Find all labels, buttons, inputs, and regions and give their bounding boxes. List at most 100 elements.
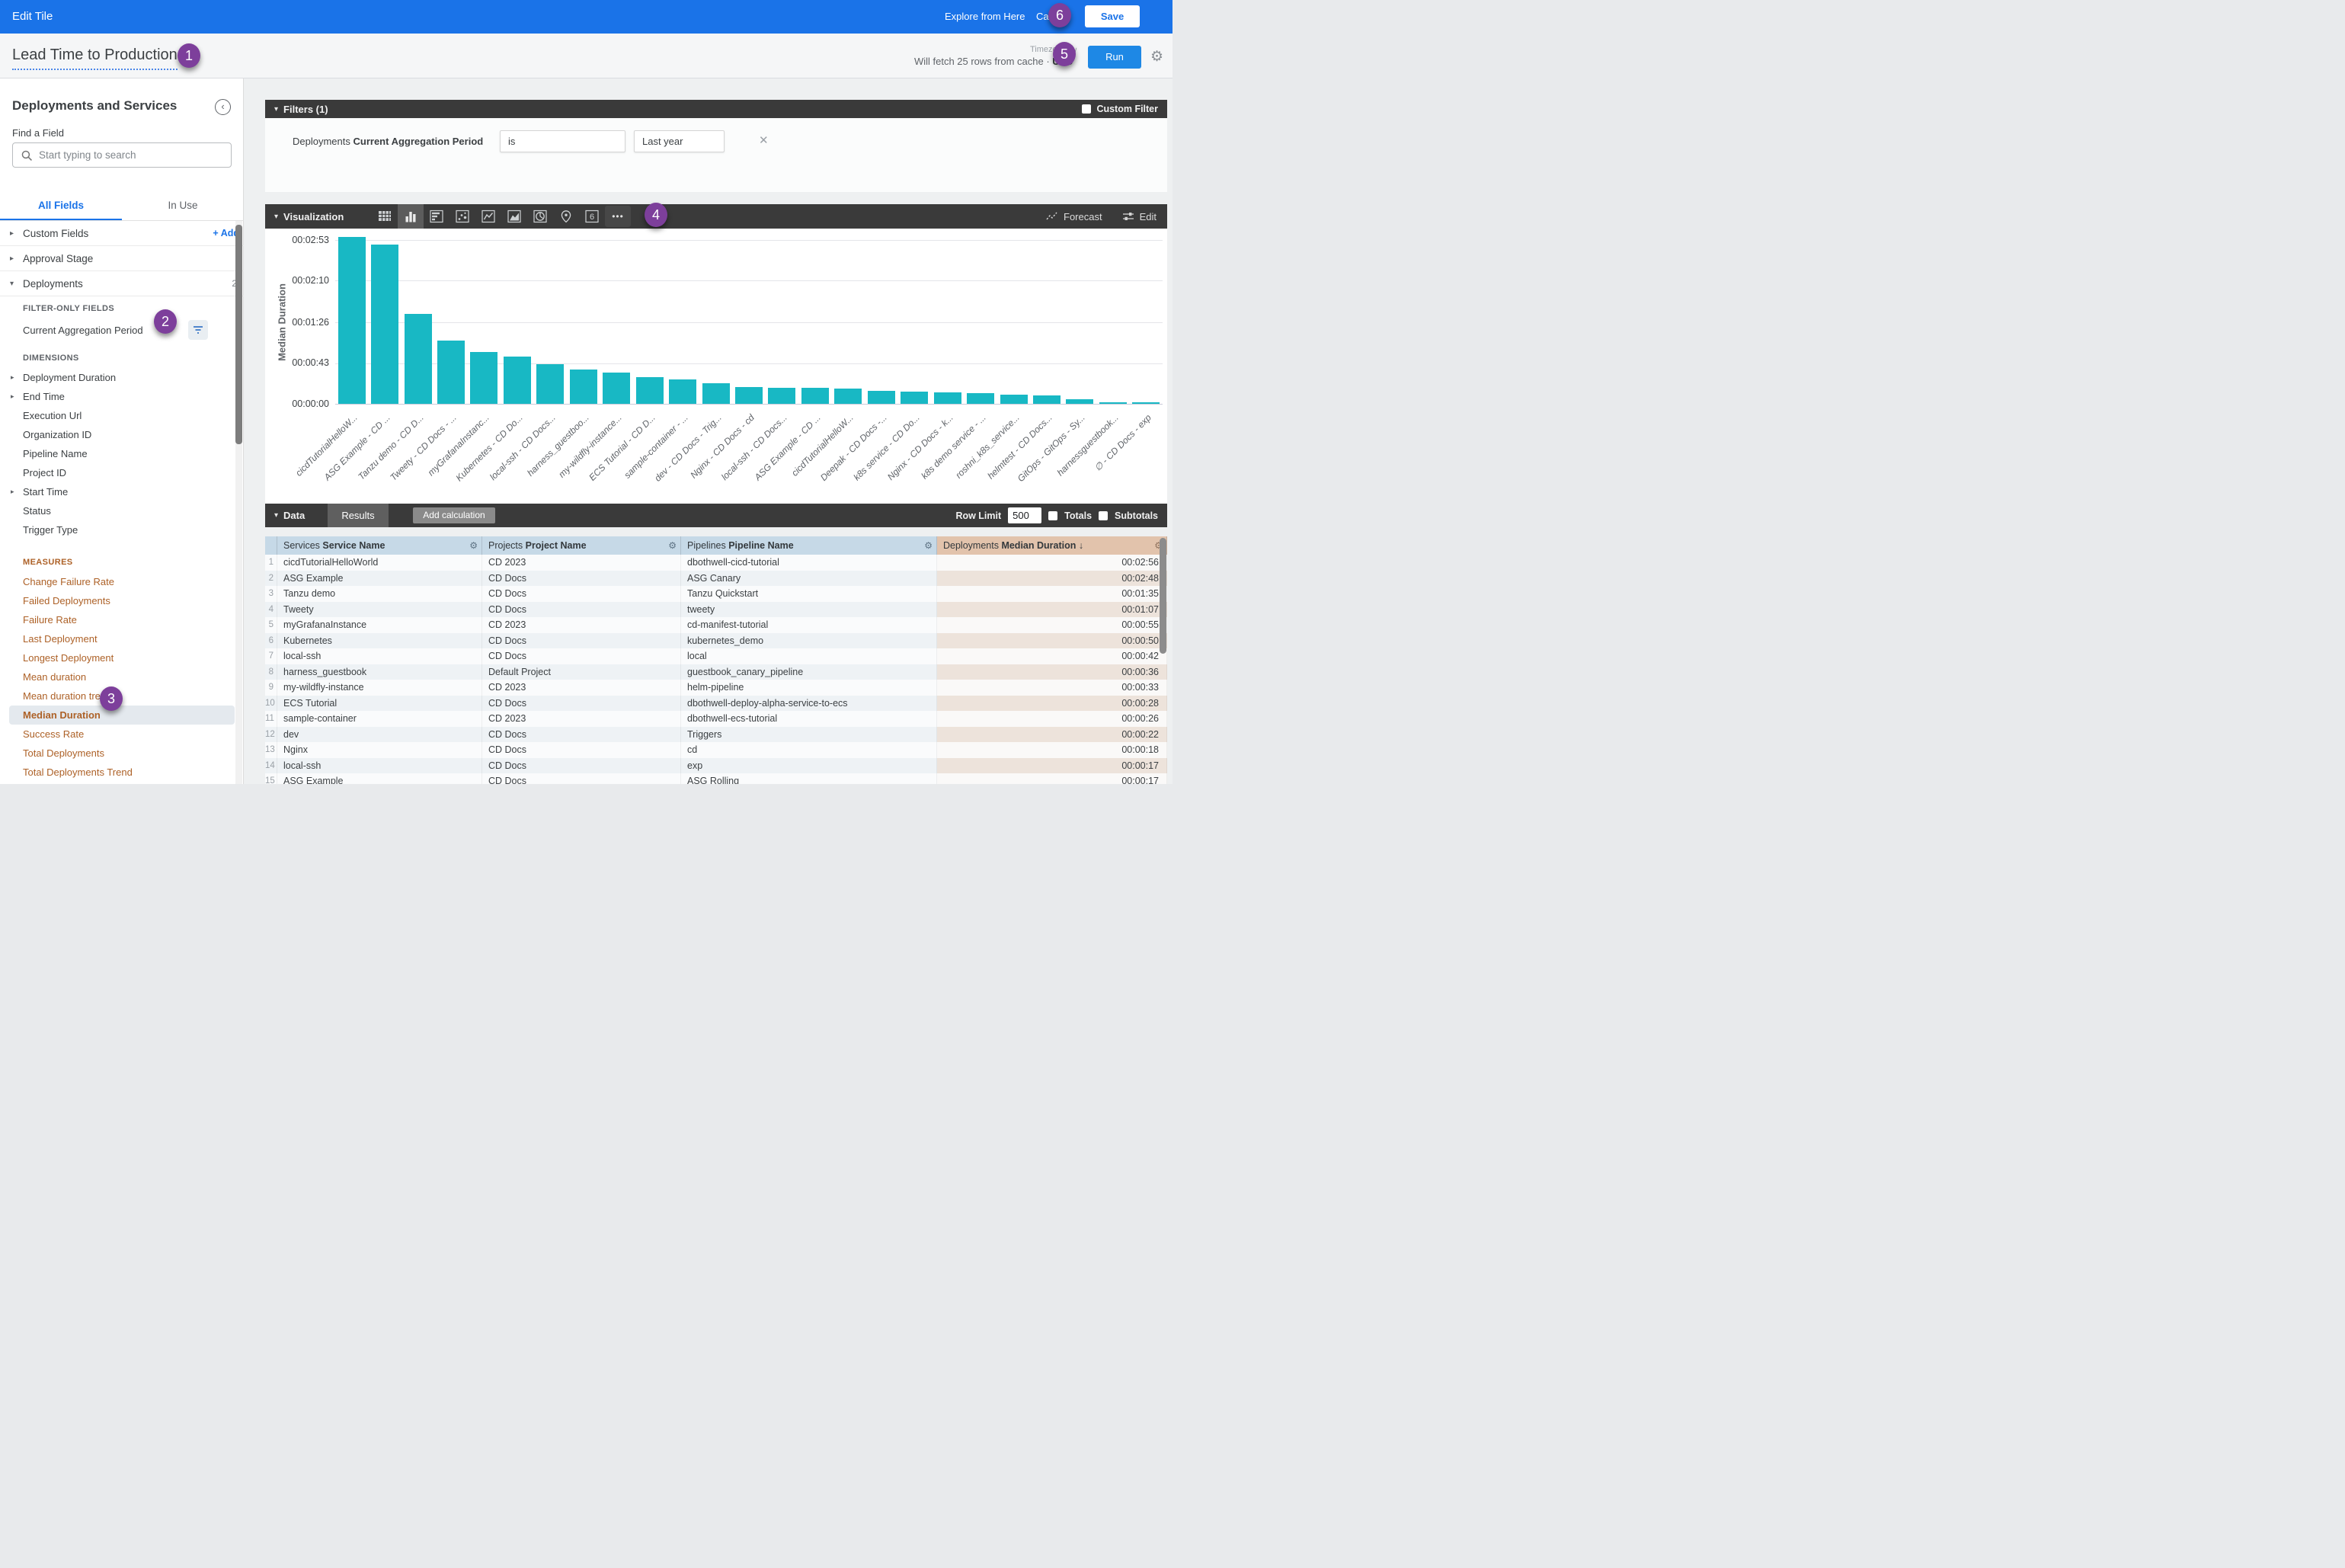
pipeline-name-cell[interactable]: cd-manifest-tutorial xyxy=(681,617,937,633)
table-row[interactable]: 12devCD DocsTriggers00:00:22 xyxy=(265,727,1167,743)
bar[interactable] xyxy=(834,389,862,404)
more-vis-icon[interactable]: ••• xyxy=(605,206,631,227)
line-chart-icon[interactable] xyxy=(475,204,501,229)
bar[interactable] xyxy=(934,392,961,404)
bar[interactable] xyxy=(504,357,531,404)
column-header-project-name[interactable]: Projects Project Name⚙ xyxy=(482,536,681,555)
collapse-visualization-icon[interactable]: ▾ xyxy=(274,213,278,221)
single-value-icon[interactable]: 6 xyxy=(579,204,605,229)
bar[interactable] xyxy=(967,393,994,404)
bar[interactable] xyxy=(405,314,432,404)
bar[interactable] xyxy=(1066,399,1093,404)
table-row[interactable]: 15ASG ExampleCD DocsASG Rolling00:00:17 xyxy=(265,773,1167,784)
table-row[interactable]: 1cicdTutorialHelloWorldCD 2023dbothwell-… xyxy=(265,555,1167,571)
field-item-mean-duration[interactable]: Mean duration xyxy=(0,667,244,686)
field-item-project-id[interactable]: Project ID xyxy=(0,463,244,482)
pipeline-name-cell[interactable]: Triggers xyxy=(681,727,937,743)
row-number-cell[interactable]: 12 xyxy=(265,727,277,743)
chevron-right-icon[interactable]: ▸ xyxy=(11,392,14,401)
field-item-success-rate[interactable]: Success Rate xyxy=(0,725,244,744)
field-item-total-deployments-trend[interactable]: Total Deployments Trend xyxy=(0,763,244,782)
project-name-cell[interactable]: CD Docs xyxy=(482,758,681,774)
median-duration-cell[interactable]: 00:01:07 xyxy=(937,602,1167,618)
pipeline-name-cell[interactable]: dbothwell-deploy-alpha-service-to-ecs xyxy=(681,696,937,712)
bar[interactable] xyxy=(735,387,763,404)
row-number-cell[interactable]: 6 xyxy=(265,633,277,649)
median-duration-cell[interactable]: 00:01:35 xyxy=(937,586,1167,602)
field-item-pipeline-name[interactable]: Pipeline Name xyxy=(0,444,244,463)
table-row[interactable]: 2ASG ExampleCD DocsASG Canary00:02:48 xyxy=(265,571,1167,587)
median-duration-cell[interactable]: 00:02:48 xyxy=(937,571,1167,587)
row-number-cell[interactable]: 10 xyxy=(265,696,277,712)
bar[interactable] xyxy=(437,341,465,404)
field-item-longest-deployment[interactable]: Longest Deployment xyxy=(0,648,244,667)
row-number-cell[interactable]: 15 xyxy=(265,773,277,784)
project-name-cell[interactable]: CD Docs xyxy=(482,696,681,712)
pipeline-name-cell[interactable]: guestbook_canary_pipeline xyxy=(681,664,937,680)
tile-title-input[interactable]: Lead Time to Production xyxy=(12,46,178,70)
service-name-cell[interactable]: my-wildfly-instance xyxy=(277,680,482,696)
field-item-failure-rate[interactable]: Failure Rate xyxy=(0,610,244,629)
bar[interactable] xyxy=(636,377,664,404)
bar[interactable] xyxy=(901,392,928,404)
table-row[interactable]: 3Tanzu demoCD DocsTanzu Quickstart00:01:… xyxy=(265,586,1167,602)
pipeline-name-cell[interactable]: exp xyxy=(681,758,937,774)
pipeline-name-cell[interactable]: cd xyxy=(681,742,937,758)
table-scrollbar-thumb[interactable] xyxy=(1160,538,1166,654)
gear-icon[interactable]: ⚙ xyxy=(1150,48,1163,66)
project-name-cell[interactable]: Default Project xyxy=(482,664,681,680)
totals-checkbox[interactable] xyxy=(1048,511,1057,520)
bar[interactable] xyxy=(868,391,895,404)
pipeline-name-cell[interactable]: tweety xyxy=(681,602,937,618)
column-header-median-duration[interactable]: Deployments Median Duration ↓⚙ xyxy=(937,536,1167,555)
subtotals-checkbox[interactable] xyxy=(1099,511,1108,520)
service-name-cell[interactable]: Nginx xyxy=(277,742,482,758)
bar[interactable] xyxy=(470,352,497,404)
forecast-button[interactable]: Forecast xyxy=(1046,211,1102,222)
project-name-cell[interactable]: CD Docs xyxy=(482,602,681,618)
project-name-cell[interactable]: CD Docs xyxy=(482,727,681,743)
field-item-execution-url[interactable]: Execution Url xyxy=(0,406,244,425)
bar[interactable] xyxy=(768,388,795,404)
row-number-cell[interactable]: 5 xyxy=(265,617,277,633)
table-row[interactable]: 9my-wildfly-instanceCD 2023helm-pipeline… xyxy=(265,680,1167,696)
median-duration-cell[interactable]: 00:00:17 xyxy=(937,758,1167,774)
table-row[interactable]: 13NginxCD Docscd00:00:18 xyxy=(265,742,1167,758)
collapse-data-icon[interactable]: ▾ xyxy=(274,511,278,520)
row-number-cell[interactable]: 7 xyxy=(265,648,277,664)
run-button[interactable]: Run xyxy=(1088,46,1141,69)
project-name-cell[interactable]: CD 2023 xyxy=(482,680,681,696)
column-chart-icon[interactable] xyxy=(398,204,424,229)
pipeline-name-cell[interactable]: helm-pipeline xyxy=(681,680,937,696)
service-name-cell[interactable]: myGrafanaInstance xyxy=(277,617,482,633)
median-duration-cell[interactable]: 00:00:33 xyxy=(937,680,1167,696)
bar[interactable] xyxy=(570,370,597,404)
column-header-pipeline-name[interactable]: Pipelines Pipeline Name⚙ xyxy=(681,536,937,555)
field-item-end-time[interactable]: ▸End Time xyxy=(0,387,244,406)
edit-visualization-button[interactable]: Edit xyxy=(1122,211,1157,222)
median-duration-cell[interactable]: 00:00:36 xyxy=(937,664,1167,680)
bar[interactable] xyxy=(603,373,630,404)
row-number-cell[interactable]: 14 xyxy=(265,758,277,774)
gear-icon[interactable]: ⚙ xyxy=(469,536,478,555)
median-duration-cell[interactable]: 00:00:50 xyxy=(937,633,1167,649)
row-number-cell[interactable]: 8 xyxy=(265,664,277,680)
field-item-median-duration[interactable]: Median Duration xyxy=(9,706,235,725)
project-name-cell[interactable]: CD Docs xyxy=(482,586,681,602)
gear-icon[interactable]: ⚙ xyxy=(668,536,677,555)
bar[interactable] xyxy=(371,245,398,404)
median-duration-cell[interactable]: 00:02:56 xyxy=(937,555,1167,571)
filter-operator-select[interactable]: is xyxy=(500,130,625,152)
remove-filter-icon[interactable]: ✕ xyxy=(759,133,769,147)
median-duration-cell[interactable]: 00:00:22 xyxy=(937,727,1167,743)
custom-filter-checkbox[interactable] xyxy=(1082,104,1091,114)
scatter-chart-icon[interactable] xyxy=(449,204,475,229)
row-number-cell[interactable]: 4 xyxy=(265,602,277,618)
service-name-cell[interactable]: Tweety xyxy=(277,602,482,618)
project-name-cell[interactable]: CD Docs xyxy=(482,648,681,664)
row-number-cell[interactable]: 13 xyxy=(265,742,277,758)
median-duration-cell[interactable]: 00:00:55 xyxy=(937,617,1167,633)
bar[interactable] xyxy=(338,237,366,404)
row-number-cell[interactable]: 3 xyxy=(265,586,277,602)
field-item-failed-deployments[interactable]: Failed Deployments xyxy=(0,591,244,610)
